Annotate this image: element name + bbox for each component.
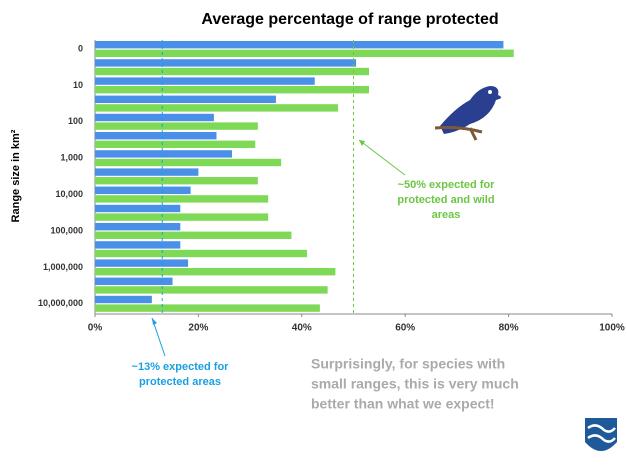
bar bbox=[95, 122, 258, 130]
y-tick-label: 10 bbox=[73, 80, 83, 90]
bar bbox=[95, 86, 370, 94]
y-tick-label: 10,000,000 bbox=[38, 298, 83, 308]
bar bbox=[95, 295, 152, 304]
y-tick-label: 1,000,000 bbox=[43, 262, 83, 272]
y-tick-label: 100,000 bbox=[50, 225, 83, 235]
bar bbox=[95, 49, 514, 57]
bar bbox=[95, 268, 336, 276]
bar bbox=[95, 113, 214, 122]
bar bbox=[95, 277, 173, 285]
note-text: Surprisingly, for species with bbox=[311, 356, 505, 372]
arrow-head bbox=[152, 318, 157, 325]
bar bbox=[95, 249, 307, 258]
bar bbox=[95, 177, 258, 185]
bar bbox=[95, 67, 370, 76]
bird-illustration bbox=[434, 86, 502, 141]
note-text: small ranges, this is very much bbox=[311, 376, 519, 392]
bar bbox=[95, 104, 338, 112]
bar bbox=[95, 204, 181, 213]
bar bbox=[95, 140, 256, 148]
chart-title: Average percentage of range protected bbox=[201, 11, 498, 28]
bar bbox=[95, 158, 282, 167]
y-axis-label: Range size in km² bbox=[10, 129, 22, 222]
y-tick-label: 100 bbox=[68, 116, 83, 126]
bar bbox=[95, 168, 199, 176]
annotation-text: areas bbox=[432, 209, 461, 221]
annotation-text: protected areas bbox=[139, 376, 221, 388]
bar bbox=[95, 41, 504, 49]
bar bbox=[95, 286, 328, 294]
x-tick-label: 60% bbox=[395, 323, 415, 334]
note-text: better than what we expect! bbox=[311, 396, 495, 412]
x-tick-label: 40% bbox=[292, 323, 312, 334]
x-tick-label: 100% bbox=[599, 323, 625, 334]
x-tick-label: 80% bbox=[499, 323, 519, 334]
y-tick-label: 0 bbox=[78, 43, 83, 53]
bar bbox=[95, 304, 320, 312]
logo bbox=[585, 418, 617, 451]
bar bbox=[95, 186, 191, 194]
annotation-arrow bbox=[358, 139, 406, 176]
bar bbox=[95, 195, 269, 203]
y-tick-label: 10,000 bbox=[55, 189, 83, 199]
bar bbox=[95, 132, 217, 140]
bar bbox=[95, 259, 189, 267]
bar bbox=[95, 95, 276, 103]
bar bbox=[95, 231, 292, 239]
bar bbox=[95, 213, 269, 221]
annotation-text: ~13% expected for bbox=[132, 361, 230, 373]
x-tick-label: 20% bbox=[188, 323, 208, 334]
bar bbox=[95, 150, 233, 158]
annotation-text: ~50% expected for bbox=[398, 179, 496, 191]
bar bbox=[95, 223, 181, 231]
bar bbox=[95, 241, 181, 249]
annotation-text: protected and wild bbox=[397, 194, 494, 206]
y-tick-label: 1,000 bbox=[60, 153, 83, 163]
bar bbox=[95, 59, 357, 67]
bar bbox=[95, 77, 315, 85]
x-tick-label: 0% bbox=[88, 323, 103, 334]
arrow-head bbox=[359, 140, 365, 146]
